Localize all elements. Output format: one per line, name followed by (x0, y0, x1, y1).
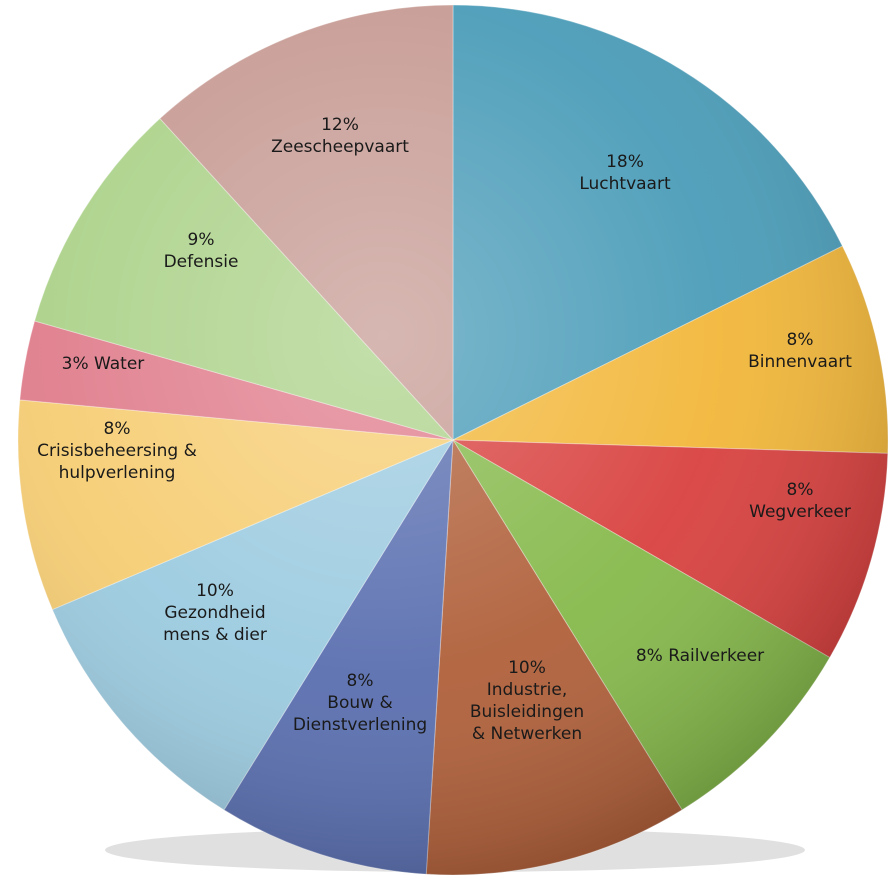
pie-slice-label-line: mens & dier (163, 625, 267, 645)
pie-slice-label-line: 8% (787, 330, 814, 350)
pie-slice-label-line: & Netwerken (472, 724, 582, 744)
pie-slice-label-line: 10% (196, 581, 234, 601)
pie-slice-label-line: Zeescheepvaart (271, 137, 409, 157)
pie-slice-label-line: hulpverlening (59, 463, 176, 483)
pie-slice-label-line: 10% (508, 658, 546, 678)
pie-slice-label-line: Crisisbeheersing & (37, 441, 197, 461)
pie-slice-label-line: Gezondheid (164, 603, 265, 623)
pie-slice-label-line: 8% (104, 419, 131, 439)
pie-slice-label-line: 8% (347, 671, 374, 691)
pie-slice-label-line: Luchtvaart (579, 174, 671, 194)
pie-slice-label-line: Buisleidingen (470, 702, 584, 722)
pie-slice-label-line: Industrie, (487, 680, 567, 700)
pie-slice-label-line: 18% (606, 152, 644, 172)
pie-slice-label-line: 3% Water (62, 354, 145, 374)
pie-slice-label-line: 12% (321, 115, 359, 135)
pie-slice-label-line: Binnenvaart (748, 352, 852, 372)
pie-slice-label-10: 9% Defensie (164, 230, 239, 272)
pie-slice-label-line: Bouw & (327, 693, 392, 713)
pie-slice-label-9: 3% Water (62, 354, 145, 374)
pie-slice-label-line: 8% (787, 480, 814, 500)
pie-slice-label-line: Defensie (164, 252, 239, 272)
pie-slice-label-line: 9% (188, 230, 215, 250)
pie-slice-label-2: 8% Binnenvaart (748, 330, 852, 372)
pie-slice-label-6: 8% Bouw & Dienstverlening (293, 671, 427, 735)
pie-slice-label-3: 8% Wegverkeer (749, 480, 851, 522)
pie-slice-label-line: Wegverkeer (749, 502, 851, 522)
pie-slice-label-line: Dienstverlening (293, 715, 427, 735)
pie-slice-label-7: 10% Gezondheid mens & dier (163, 581, 267, 645)
pie-slice-label-1: 18% Luchtvaart (579, 152, 671, 194)
pie-slice-label-5: 10% Industrie, Buisleidingen & Netwerken (470, 658, 584, 744)
pie-slice-label-4: 8% Railverkeer (636, 646, 764, 666)
pie-gloss (18, 5, 888, 875)
pie-slice-label-line: 8% Railverkeer (636, 646, 764, 666)
pie-slice-label-11: 12% Zeescheepvaart (271, 115, 409, 157)
pie-slice-label-8: 8% Crisisbeheersing & hulpverlening (37, 419, 197, 483)
